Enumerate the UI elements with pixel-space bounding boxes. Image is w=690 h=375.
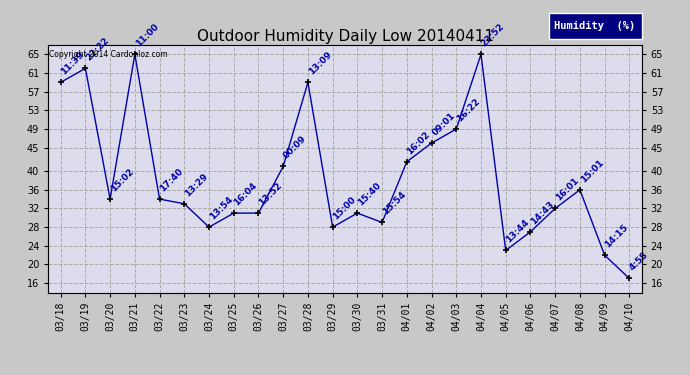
Text: 00:09: 00:09 — [282, 134, 308, 161]
Text: 16:02: 16:02 — [406, 130, 432, 156]
Text: 16:04: 16:04 — [233, 181, 259, 207]
Text: 23:52: 23:52 — [480, 22, 506, 49]
Title: Outdoor Humidity Daily Low 20140411: Outdoor Humidity Daily Low 20140411 — [197, 29, 493, 44]
Text: 22:22: 22:22 — [84, 36, 111, 63]
Text: 15:00: 15:00 — [331, 195, 358, 222]
Text: 16:01: 16:01 — [554, 176, 580, 203]
Text: 14:15: 14:15 — [603, 223, 630, 249]
Text: 15:01: 15:01 — [579, 158, 605, 184]
Text: 13:44: 13:44 — [504, 218, 531, 245]
Text: 09:01: 09:01 — [431, 111, 457, 138]
Text: 15:02: 15:02 — [109, 167, 135, 194]
Text: 13:54: 13:54 — [208, 195, 235, 222]
Text: Humidity  (%): Humidity (%) — [555, 21, 635, 31]
Text: 14:43: 14:43 — [529, 200, 556, 226]
Text: 15:54: 15:54 — [381, 190, 408, 217]
Text: 13:09: 13:09 — [306, 50, 333, 77]
Text: 17:40: 17:40 — [158, 167, 185, 194]
Text: 11:00: 11:00 — [134, 22, 160, 49]
Text: 11:39: 11:39 — [59, 50, 86, 77]
Text: 15:40: 15:40 — [356, 181, 383, 207]
Text: 13:29: 13:29 — [183, 171, 210, 198]
Text: 13:52: 13:52 — [257, 181, 284, 207]
Text: 16:22: 16:22 — [455, 97, 482, 123]
Text: Copyright 2014 Cardonloz.com: Copyright 2014 Cardonloz.com — [50, 50, 168, 59]
Text: 4:58: 4:58 — [628, 251, 651, 273]
